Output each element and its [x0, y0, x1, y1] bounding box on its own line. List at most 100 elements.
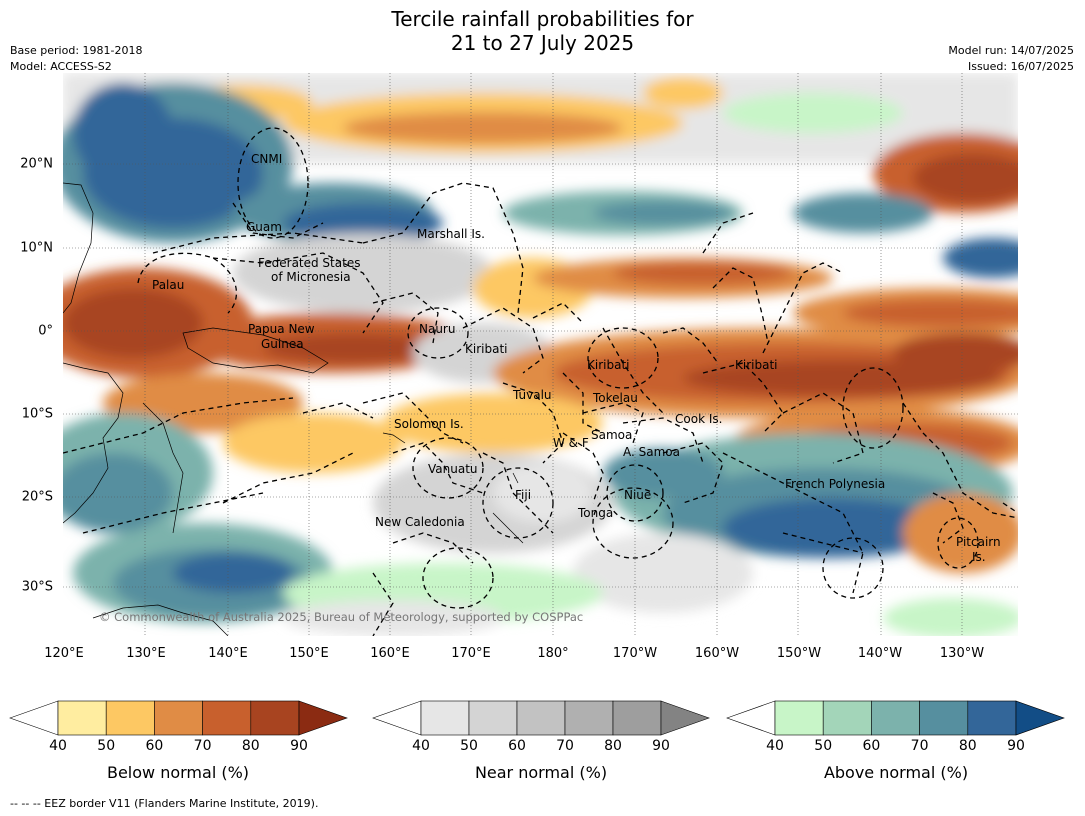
model-run-label: Model run: 14/07/2025 [948, 44, 1074, 57]
colorbar-tick-label: 70 [194, 738, 212, 754]
y-tick-label: 0° [38, 323, 53, 339]
colorbar-segment [202, 700, 252, 736]
colorbar-tick-label: 80 [604, 738, 622, 754]
x-tick-label: 160°E [370, 646, 410, 661]
place-label: Federated States [258, 256, 360, 270]
colorbar-segment [250, 700, 300, 736]
x-tick-label: 130°W [939, 646, 985, 661]
y-tick-label: 20°S [21, 489, 53, 505]
place-label: Palau [152, 278, 184, 292]
colorbar-over-triangle [298, 700, 348, 736]
colorbar-tick-label: 60 [508, 738, 526, 754]
map-svg: CNMI Guam Marshall Is. Federated States … [63, 73, 1018, 636]
colorbar-tick-label: 40 [49, 738, 67, 754]
graticule [63, 73, 1018, 636]
y-tick-label: 20°N [20, 156, 53, 172]
x-tick-label: 160°W [694, 646, 740, 661]
x-tick-label: 140°W [857, 646, 903, 661]
probability-fields [63, 73, 1018, 636]
place-label: Samoa [591, 428, 632, 442]
x-tick-label: 180° [537, 646, 569, 661]
colorbar-tick-label: 40 [412, 738, 430, 754]
colorbar-under-triangle [726, 700, 776, 736]
place-label: Nauru [419, 322, 455, 336]
colorbar-tick-label: 50 [814, 738, 832, 754]
colorbar-segment [420, 700, 470, 736]
colorbar-segment [564, 700, 614, 736]
y-tick-label: 30°S [21, 579, 53, 595]
colorbar-segment [468, 700, 518, 736]
colorbar-over-triangle [1015, 700, 1065, 736]
place-label: Kiribati [465, 342, 507, 356]
colorbar-segment [105, 700, 155, 736]
colorbar-over-triangle [660, 700, 710, 736]
colorbar-segment [57, 700, 107, 736]
place-labels: CNMI Guam Marshall Is. Federated States … [99, 152, 1001, 624]
place-label: Is. [972, 550, 986, 564]
colorbar-tick-label: 70 [911, 738, 929, 754]
colorbar-tick-label: 70 [556, 738, 574, 754]
x-tick-label: 150°W [776, 646, 822, 661]
place-label: Kiribati [587, 358, 629, 372]
colorbar-tick-label: 80 [242, 738, 260, 754]
probability-map: CNMI Guam Marshall Is. Federated States … [63, 73, 1018, 636]
place-label: French Polynesia [785, 477, 885, 491]
colorbar-under-triangle [372, 700, 422, 736]
colorbar-segment [516, 700, 566, 736]
x-tick-label: 120°E [44, 646, 84, 661]
x-tick-label: 130°E [126, 646, 166, 661]
colorbar-tick-label: 50 [460, 738, 478, 754]
place-label: Papua New [248, 322, 315, 336]
colorbar-under-triangle [9, 700, 59, 736]
place-label: Cook Is. [675, 412, 722, 426]
place-label: Solomon Is. [394, 417, 464, 431]
place-label: of Micronesia [271, 270, 351, 284]
colorbar-segment [154, 700, 203, 736]
y-tick-label: 10°N [20, 240, 53, 256]
place-label: Niue [624, 488, 651, 502]
place-label: Pitcairn [956, 535, 1001, 549]
colorbar-tick-label: 60 [145, 738, 163, 754]
colorbar-segment [871, 700, 920, 736]
place-label: Tokelau [592, 391, 638, 405]
map-title-line2: 21 to 27 July 2025 [450, 31, 635, 55]
place-label: Vanuatu [428, 462, 478, 476]
colorbar-tick-label: 90 [1007, 738, 1025, 754]
place-label: A. Samoa [623, 445, 680, 459]
colorbar-tick-label: 50 [97, 738, 115, 754]
colorbar-label-below: Below normal (%) [106, 763, 250, 782]
colorbar-segment [822, 700, 872, 736]
colorbar-tick-label: 60 [862, 738, 880, 754]
colorbar-tick-label: 40 [766, 738, 784, 754]
place-label: Marshall Is. [417, 227, 485, 241]
issued-label: Issued: 16/07/2025 [967, 60, 1074, 73]
colorbar-near: 40 50 60 70 80 90 [372, 700, 710, 754]
place-label: Fiji [515, 488, 531, 502]
colorbar-tick-label: 90 [652, 738, 670, 754]
place-label: CNMI [251, 152, 282, 166]
coastlines [63, 182, 524, 636]
eez-footnote: -- -- -- EEZ border V11 (Flanders Marine… [10, 797, 319, 810]
colorbar-label-near: Near normal (%) [474, 763, 608, 782]
colorbar-tick-label: 90 [290, 738, 308, 754]
colorbar-label-above: Above normal (%) [823, 763, 969, 782]
base-period-label: Base period: 1981-2018 [10, 44, 143, 57]
eez-borders [63, 127, 1018, 636]
x-tick-label: 170°W [612, 646, 658, 661]
place-label: Tonga [577, 506, 613, 520]
colorbar-segment [612, 700, 662, 736]
y-tick-label: 10°S [21, 406, 53, 422]
place-label: Guam [246, 220, 282, 234]
colorbar-segment [919, 700, 969, 736]
x-tick-label: 150°E [289, 646, 329, 661]
colorbar-segment [774, 700, 824, 736]
place-label: New Caledonia [375, 515, 465, 529]
x-tick-label: 140°E [208, 646, 248, 661]
colorbar-legend: 40 50 60 70 80 90 40 50 60 70 80 90 40 50 60 70 80 90 [9, 700, 1065, 754]
colorbar-tick-label: 80 [959, 738, 977, 754]
colorbar-segment [967, 700, 1017, 736]
place-label: W & F [553, 436, 589, 450]
model-label: Model: ACCESS-S2 [10, 60, 112, 73]
place-label: Kiribati [735, 358, 777, 372]
copyright-notice: © Commonwealth of Australia 2025, Bureau… [99, 610, 583, 624]
